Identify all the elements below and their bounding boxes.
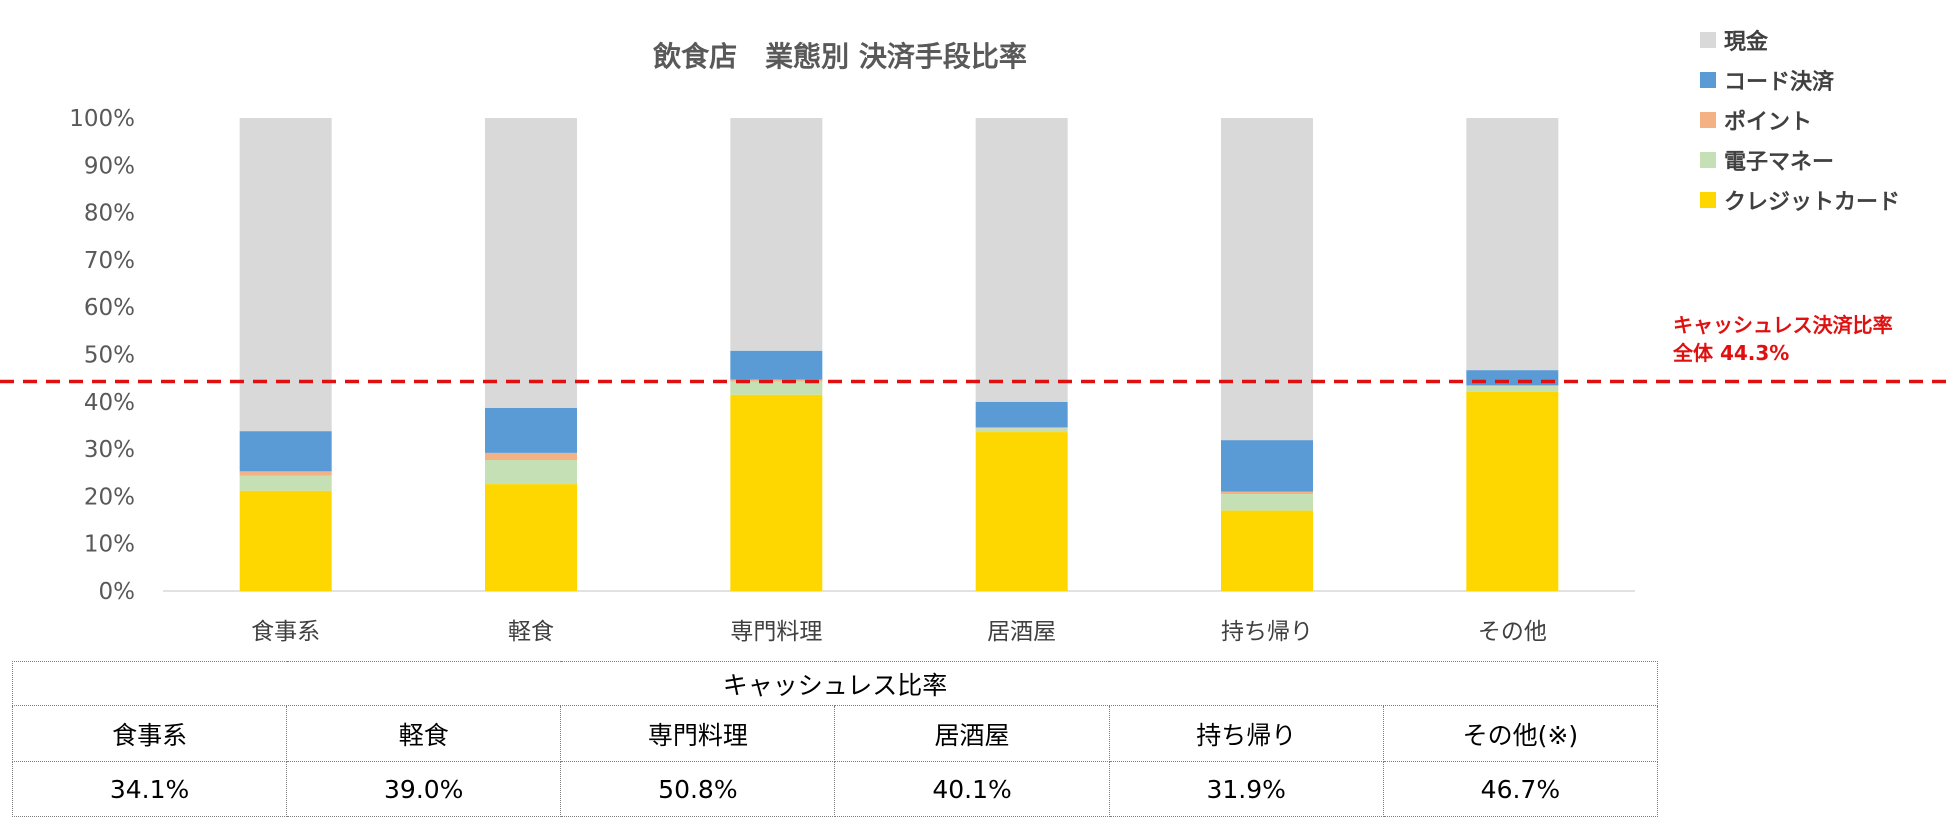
- reference-label-line2: 全体 44.3%: [1672, 341, 1789, 365]
- bar-segment: [730, 350, 823, 380]
- bar-segment: [730, 381, 823, 395]
- y-tick-label: 50%: [84, 343, 135, 369]
- bar-segment: [239, 118, 332, 432]
- bar-segment: [1466, 118, 1559, 371]
- y-tick-label: 90%: [84, 153, 135, 179]
- bar-segment: [239, 431, 332, 472]
- y-tick-label: 40%: [84, 390, 135, 416]
- cashless-ratio-table: キャッシュレス比率 食事系 軽食 専門料理 居酒屋 持ち帰り その他(※) 34…: [11, 661, 1659, 817]
- table-header-cell: 軽食: [286, 705, 562, 762]
- bar-segment: [485, 459, 577, 485]
- x-tick-label: その他: [1478, 619, 1547, 645]
- table-value-cell: 40.1%: [834, 761, 1110, 817]
- y-tick-label: 10%: [84, 532, 135, 558]
- bar-segment: [1466, 385, 1559, 387]
- x-tick-label: 持ち帰り: [1221, 619, 1313, 645]
- bar-segment: [730, 118, 823, 351]
- y-tick-label: 20%: [84, 484, 135, 510]
- legend-swatch: [1700, 32, 1716, 48]
- bar-segment: [1221, 118, 1313, 441]
- legend-swatch: [1700, 112, 1716, 128]
- bar-segment: [975, 432, 1068, 591]
- table-value-cell: 31.9%: [1108, 761, 1384, 817]
- reference-label-line1: キャッシュレス決済比率: [1673, 313, 1893, 337]
- x-tick-label: 食事系: [251, 619, 320, 645]
- y-tick-label: 70%: [84, 248, 135, 274]
- y-tick-label: 30%: [84, 437, 135, 463]
- bar-segment: [1221, 491, 1313, 495]
- table-header-cell: 専門料理: [560, 705, 836, 762]
- x-tick-label: 軽食: [508, 619, 554, 645]
- bar-segment: [485, 484, 577, 591]
- table-header-cell: その他(※): [1382, 705, 1659, 762]
- x-axis: 食事系 軽食 専門料理 居酒屋 持ち帰り その他: [251, 619, 1547, 645]
- table-value-cell: 34.1%: [11, 761, 288, 817]
- legend-label: クレジットカード: [1724, 190, 1900, 215]
- bar-segment: [975, 428, 1068, 433]
- bar-segment: [975, 401, 1068, 428]
- x-tick-label: 居酒屋: [987, 619, 1056, 645]
- y-axis: 0% 10% 20% 30% 40% 50% 60% 70% 80% 90% 100%: [69, 106, 135, 605]
- y-tick-label: 100%: [69, 106, 135, 132]
- bar-segment: [1221, 440, 1313, 492]
- stacked-bar-chart: 飲食店 業態別 決済手段比率 0% 10% 20% 30% 40% 50% 60% 70% 80…: [0, 29, 1950, 645]
- table-header-cell: 居酒屋: [834, 705, 1110, 762]
- y-tick-label: 80%: [84, 201, 135, 227]
- table-caption: キャッシュレス比率: [12, 661, 1658, 706]
- table-value-cell: 39.0%: [286, 761, 562, 817]
- legend-swatch: [1700, 152, 1716, 168]
- table-header-cell: 持ち帰り: [1108, 705, 1384, 762]
- bar-segment: [239, 490, 332, 591]
- bar-segment: [730, 394, 823, 591]
- bar-segment: [1466, 370, 1559, 386]
- legend-label: 現金: [1724, 29, 1769, 55]
- table-value-cell: 46.7%: [1382, 761, 1659, 817]
- bar-segment: [485, 118, 577, 408]
- legend-swatch: [1700, 72, 1716, 88]
- bar-segment: [1466, 386, 1559, 392]
- table-value-cell: 50.8%: [560, 761, 836, 817]
- y-tick-label: 0%: [99, 579, 136, 605]
- bars-group: [239, 118, 1559, 591]
- bar-segment: [1221, 510, 1313, 591]
- bar-segment: [239, 475, 332, 491]
- chart-title: 飲食店 業態別 決済手段比率: [653, 40, 1027, 73]
- legend-swatch: [1700, 192, 1716, 208]
- legend-label: 電子マネー: [1724, 150, 1834, 175]
- y-tick-label: 60%: [84, 295, 135, 321]
- bar-segment: [1221, 494, 1313, 511]
- bar-segment: [239, 471, 332, 476]
- table-header-cell: 食事系: [11, 705, 288, 762]
- x-tick-label: 専門料理: [730, 619, 822, 645]
- bar-segment: [975, 118, 1068, 402]
- bar-segment: [730, 379, 823, 382]
- bar-segment: [485, 452, 577, 460]
- bar-segment: [1466, 391, 1559, 591]
- legend-label: ポイント: [1724, 109, 1812, 135]
- legend-label: コード決済: [1724, 69, 1835, 95]
- bar-segment: [485, 407, 577, 453]
- bar-segment: [975, 427, 1068, 429]
